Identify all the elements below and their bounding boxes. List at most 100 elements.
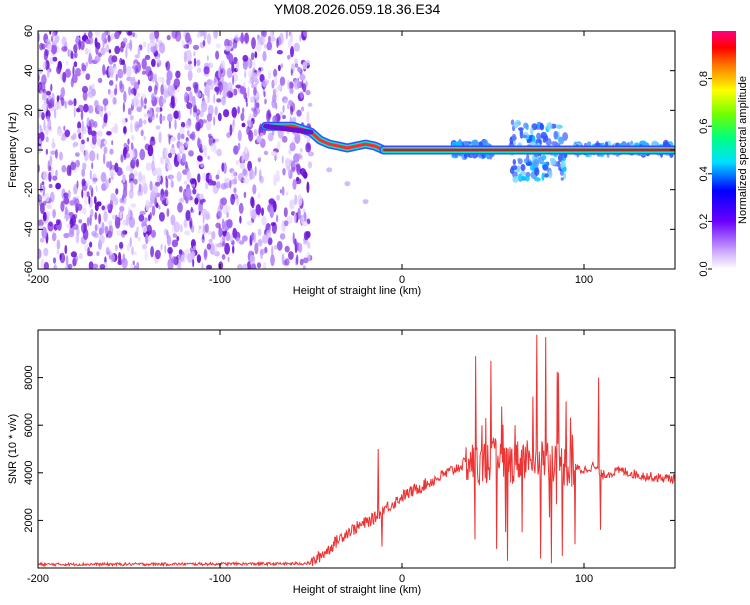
noise-speckle: [154, 73, 158, 84]
noise-speckle: [299, 91, 304, 99]
noise-speckle: [289, 199, 295, 210]
noise-speckle: [181, 39, 185, 48]
noise-speckle: [233, 145, 239, 155]
noise-speckle: [82, 207, 87, 215]
noise-speckle: [98, 234, 105, 245]
noise-speckle: [55, 219, 61, 226]
noise-speckle: [279, 233, 286, 240]
noise-speckle: [56, 249, 60, 256]
noise-speckle: [221, 96, 227, 106]
noise-speckle: [290, 45, 294, 58]
noise-speckle: [143, 104, 147, 110]
spectrogram-x-tick-label: -200: [27, 274, 49, 286]
noise-speckle: [281, 253, 285, 265]
noise-speckle: [135, 158, 139, 168]
noise-speckle: [41, 112, 45, 121]
noise-speckle: [52, 31, 56, 37]
noise-speckle: [64, 100, 67, 109]
noise-speckle: [94, 100, 99, 108]
noise-speckle: [168, 121, 171, 129]
colorbar-gradient: [712, 31, 736, 269]
burst-point: [463, 140, 468, 146]
noise-speckle: [90, 208, 94, 218]
noise-speckle: [89, 150, 96, 162]
noise-speckle: [291, 117, 297, 124]
noise-speckle: [239, 85, 247, 95]
burst-point: [537, 156, 545, 165]
noise-speckle: [128, 86, 132, 96]
noise-speckle: [283, 207, 288, 218]
burst-point: [509, 167, 515, 174]
noise-speckle: [107, 34, 111, 43]
noise-speckle: [281, 155, 284, 164]
noise-speckle: [297, 242, 303, 253]
noise-speckle: [126, 243, 130, 252]
noise-speckle: [189, 221, 192, 229]
noise-speckle: [62, 71, 67, 83]
noise-speckle: [53, 109, 57, 119]
noise-speckle: [279, 189, 282, 194]
noise-speckle: [297, 194, 303, 207]
noise-speckle: [294, 243, 298, 254]
noise-speckle: [231, 107, 238, 118]
noise-speckle: [244, 70, 247, 79]
noise-speckle: [252, 232, 257, 244]
noise-speckle: [39, 124, 42, 135]
noise-speckle: [58, 151, 64, 161]
noise-speckle: [48, 183, 53, 189]
noise-speckle: [130, 181, 134, 193]
noise-speckle: [262, 31, 267, 38]
noise-speckle: [237, 142, 241, 151]
noise-speckle: [203, 250, 208, 258]
noise-speckle: [60, 200, 65, 212]
noise-speckle: [264, 44, 267, 49]
noise-speckle: [108, 80, 114, 86]
noise-speckle: [251, 37, 256, 50]
noise-speckle: [242, 107, 245, 114]
noise-speckle: [195, 121, 201, 132]
noise-speckle: [296, 109, 302, 117]
noise-speckle: [249, 254, 256, 265]
noise-speckle: [215, 222, 221, 229]
noise-speckle: [206, 243, 212, 250]
noise-speckle: [119, 45, 124, 53]
noise-speckle: [191, 95, 196, 108]
noise-speckle: [206, 113, 213, 122]
noise-speckle: [96, 130, 103, 137]
noise-speckle: [42, 92, 47, 101]
noise-speckle: [213, 142, 217, 154]
noise-speckle: [136, 105, 142, 113]
noise-speckle: [39, 195, 43, 201]
noise-speckle: [50, 150, 56, 155]
noise-speckle: [141, 99, 145, 108]
noise-speckle: [179, 197, 185, 203]
noise-speckle: [232, 245, 235, 254]
noise-speckle: [137, 46, 141, 56]
noise-speckle: [38, 145, 42, 151]
noise-speckle: [294, 63, 299, 68]
noise-speckle: [216, 98, 222, 103]
snr-x-tick-label: 100: [575, 573, 593, 585]
noise-speckle: [202, 172, 207, 182]
noise-speckle: [273, 174, 277, 187]
noise-speckle: [45, 60, 50, 71]
noise-speckle: [82, 162, 87, 171]
noise-speckle: [86, 216, 90, 227]
noise-speckle: [75, 159, 80, 168]
noise-speckle: [161, 200, 166, 205]
noise-speckle: [77, 121, 82, 130]
noise-speckle: [149, 212, 152, 220]
noise-speckle: [198, 225, 202, 230]
noise-speckle: [70, 251, 77, 258]
noise-speckle: [95, 185, 98, 193]
snr-x-tick-label: -200: [27, 573, 49, 585]
noise-speckle: [197, 155, 203, 162]
noise-speckle: [56, 129, 64, 137]
noise-speckle: [80, 40, 85, 51]
noise-speckle: [78, 252, 83, 260]
noise-speckle: [242, 58, 248, 71]
noise-speckle: [274, 154, 279, 161]
noise-speckle: [183, 218, 188, 228]
noise-speckle: [293, 211, 297, 224]
noise-speckle: [205, 211, 211, 220]
